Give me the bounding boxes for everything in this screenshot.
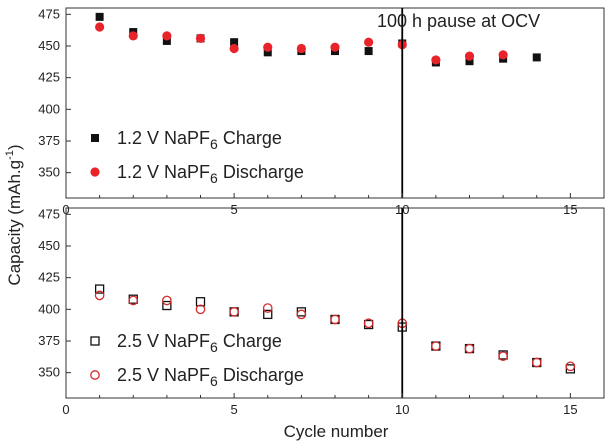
y-tick-label: 375 xyxy=(38,133,60,148)
y-tick-label: 400 xyxy=(38,301,60,316)
data-point xyxy=(498,50,508,60)
y-tick-label: 350 xyxy=(38,365,60,380)
y-tick-label: 450 xyxy=(38,238,60,253)
data-point xyxy=(95,12,104,21)
data-point xyxy=(464,51,475,61)
x-tick-label: 10 xyxy=(395,402,409,417)
data-point xyxy=(565,361,576,372)
legend-marker xyxy=(90,336,100,346)
data-point xyxy=(364,47,373,56)
legend-label-name: 2.5 V NaPF xyxy=(117,365,210,385)
data-point xyxy=(296,43,306,54)
x-axis-title: Cycle number xyxy=(284,422,389,441)
data-point xyxy=(364,37,374,47)
data-point xyxy=(128,295,139,306)
x-tick-label: 5 xyxy=(231,402,238,417)
legend-label-name: 2.5 V NaPF xyxy=(117,331,210,351)
y-tick-label: 475 xyxy=(38,206,60,221)
data-point xyxy=(330,42,340,52)
data-point xyxy=(263,42,273,52)
data-point xyxy=(363,318,374,329)
data-point xyxy=(532,53,541,62)
y-tick-label: 375 xyxy=(38,333,60,348)
data-point xyxy=(263,48,272,57)
legend-label-subscript: 6 xyxy=(210,170,218,186)
legend-label: 2.5 V NaPF6 Discharge xyxy=(117,365,304,389)
legend-marker xyxy=(90,167,100,177)
y-axis-title: Capacity (mAh.g-1) xyxy=(4,144,24,285)
data-point xyxy=(162,31,172,41)
legend-label-subscript: 6 xyxy=(210,136,218,152)
data-point xyxy=(195,304,206,315)
pause-annotation: 100 h pause at OCV xyxy=(377,11,540,31)
y-axis-title-suffix: ) xyxy=(5,144,24,150)
data-point xyxy=(230,38,239,47)
data-point xyxy=(94,290,105,301)
data-point xyxy=(162,36,171,45)
y-axis-title-sup: -1 xyxy=(4,150,16,160)
y-tick-label: 425 xyxy=(38,270,60,285)
legend-label: 1.2 V NaPF6 Discharge xyxy=(117,162,304,186)
x-tick-label: 15 xyxy=(563,402,577,417)
legend-label-name: 1.2 V NaPF xyxy=(117,128,210,148)
y-tick-label: 450 xyxy=(38,38,60,53)
data-point xyxy=(128,31,138,41)
legend-label: 2.5 V NaPF6 Charge xyxy=(117,331,282,355)
data-point xyxy=(431,341,441,351)
data-point xyxy=(262,303,273,313)
y-tick-label: 475 xyxy=(38,6,60,21)
data-point xyxy=(94,284,105,294)
legend-label-subscript: 6 xyxy=(210,373,218,389)
data-point xyxy=(229,43,239,54)
panel-bottom-axes: 0 5 10 15 350 375 400 425 450 475 xyxy=(38,206,605,417)
data-point xyxy=(162,300,172,311)
data-point xyxy=(296,309,307,320)
y-axis-title-main: Capacity (mAh.g xyxy=(5,160,24,286)
y-tick-label: 425 xyxy=(38,70,60,85)
data-point xyxy=(330,314,340,325)
y-tick-label: 400 xyxy=(38,101,60,116)
data-point xyxy=(162,295,172,306)
legend-label-suffix: Charge xyxy=(218,331,282,351)
x-tick-label: 15 xyxy=(563,202,577,217)
legend-label-suffix: Charge xyxy=(218,128,282,148)
panel-top-marks xyxy=(95,12,541,67)
data-point xyxy=(195,33,206,44)
legend-marker xyxy=(91,134,99,142)
data-point xyxy=(229,307,239,317)
legend-label: 1.2 V NaPF6 Charge xyxy=(117,128,282,152)
legend-marker xyxy=(90,370,100,380)
legend-label-suffix: Discharge xyxy=(218,162,304,182)
y-tick-label: 350 xyxy=(38,165,60,180)
panel-bottom-marks xyxy=(94,284,576,374)
legend-label-subscript: 6 xyxy=(210,339,218,355)
legend-label-name: 1.2 V NaPF xyxy=(117,162,210,182)
data-point xyxy=(464,343,475,354)
x-tick-label: 5 xyxy=(231,202,238,217)
data-point xyxy=(263,309,273,320)
data-point xyxy=(431,55,441,65)
data-point xyxy=(95,22,105,32)
legend-label-suffix: Discharge xyxy=(218,365,304,385)
data-point xyxy=(498,351,508,362)
data-point xyxy=(531,357,542,368)
data-point xyxy=(465,57,474,66)
x-tick-label: 0 xyxy=(62,402,69,417)
